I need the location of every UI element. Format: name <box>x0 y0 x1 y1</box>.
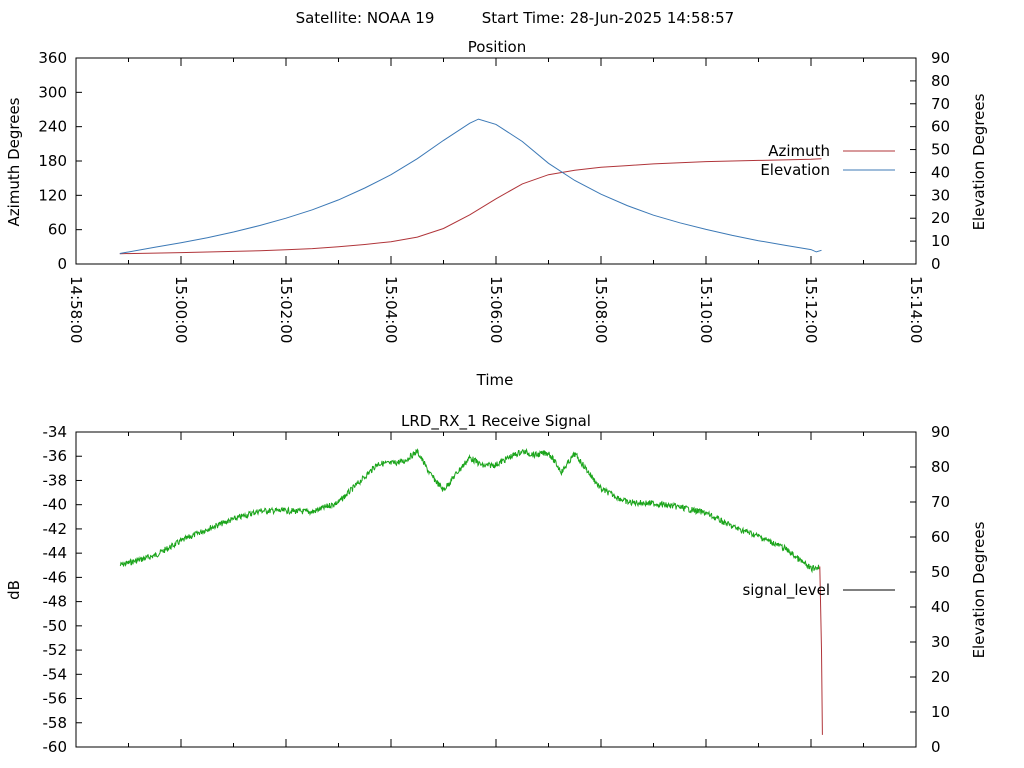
time-tick-label: 15:14:00 <box>907 276 925 343</box>
elevation-axis-label-bottom: Elevation Degrees <box>970 521 988 658</box>
time-tick-label: 15:08:00 <box>592 276 610 343</box>
signal-drop-line <box>819 566 823 735</box>
elevation-tick-label: 0 <box>931 255 941 273</box>
db-axis: -34 -36 -38 -40 -42 -44 -46 -48 -50 -52 -54 -56 -58 -… <box>43 423 82 756</box>
db-tick-label: -60 <box>43 738 68 756</box>
db-tick-label: -40 <box>43 496 68 514</box>
time-axis: 14:58:00 15:00:00 15:02:00 15:04:00 15:06:00… <box>67 58 925 343</box>
elevation-tick-label-bottom: 90 <box>931 423 950 441</box>
start-time-label: Start Time: 28-Jun-2025 14:58:57 <box>482 9 734 27</box>
signal-chart: LRD_RX_1 Receive Signal -34-36-38-40-42-… <box>5 412 988 756</box>
legend-azimuth-label: Azimuth <box>768 142 830 160</box>
elevation-tick-label: 50 <box>931 141 950 159</box>
time-tick-label: 15:02:00 <box>277 276 295 343</box>
elevation-tick-label-bottom: 10 <box>931 703 950 721</box>
db-tick-label: -42 <box>43 520 68 538</box>
elevation-tick-label-bottom: 30 <box>931 633 950 651</box>
azimuth-axis: 0 60 120 180 240 300 360 <box>38 49 82 273</box>
azimuth-series-line <box>119 158 822 255</box>
db-axis-label: dB <box>5 580 23 600</box>
legend-elevation-label: Elevation <box>760 161 830 179</box>
elevation-axis-label-top: Elevation Degrees <box>970 93 988 230</box>
legend-signal-label: signal_level <box>742 581 830 600</box>
time-tick-label: 15:06:00 <box>487 276 505 343</box>
elevation-axis-bottom: 0 10 20 30 40 50 60 70 80 90 <box>910 423 950 756</box>
azimuth-tick-label: 240 <box>38 118 67 136</box>
elevation-tick-label-bottom: 70 <box>931 493 950 511</box>
elevation-tick-label-bottom: 80 <box>931 458 950 476</box>
time-axis-label: Time <box>476 371 514 389</box>
elevation-tick-label: 20 <box>931 209 950 227</box>
time-tick-label: 15:04:00 <box>382 276 400 343</box>
azimuth-tick-label: 120 <box>38 186 67 204</box>
db-tick-label: -58 <box>43 714 68 732</box>
elevation-tick-label: 70 <box>931 95 950 113</box>
satellite-label: Satellite: NOAA 19 <box>296 9 435 27</box>
azimuth-tick-label: 300 <box>38 83 67 101</box>
db-tick-label: -36 <box>43 447 68 465</box>
elevation-tick-label-bottom: 20 <box>931 668 950 686</box>
db-tick-label: -50 <box>43 617 68 635</box>
db-tick-label: -38 <box>43 471 68 489</box>
azimuth-tick-label: 0 <box>57 255 67 273</box>
db-tick-label: -34 <box>43 423 68 441</box>
elevation-tick-label: 90 <box>931 49 950 67</box>
elevation-tick-label: 30 <box>931 186 950 204</box>
elevation-tick-label-bottom: 40 <box>931 598 950 616</box>
elevation-axis: 0 10 20 30 40 50 60 70 80 90 <box>910 49 950 273</box>
azimuth-tick-label: 60 <box>48 221 67 239</box>
time-tick-label: 15:10:00 <box>697 276 715 343</box>
db-tick-label: -44 <box>43 544 68 562</box>
azimuth-axis-label: Azimuth Degrees <box>5 97 23 226</box>
elevation-tick-label-bottom: 60 <box>931 528 950 546</box>
elevation-tick-label-bottom: 50 <box>931 563 950 581</box>
signal-title: LRD_RX_1 Receive Signal <box>401 412 591 431</box>
db-tick-label: -56 <box>43 690 68 708</box>
time-tick-label: 14:58:00 <box>67 276 85 343</box>
elevation-tick-label: 40 <box>931 163 950 181</box>
elevation-tick-label-bottom: 0 <box>931 738 941 756</box>
time-tick-label: 15:12:00 <box>802 276 820 343</box>
signal-level-series-line <box>119 447 820 574</box>
position-chart: Position 0 60 120 180 240 300 360 0 10 20 30 40 50 6… <box>5 38 988 389</box>
time-axis-bottom <box>75 432 917 747</box>
elevation-series-line <box>119 118 822 254</box>
db-tick-label: -48 <box>43 593 68 611</box>
position-title: Position <box>468 38 526 56</box>
azimuth-tick-label: 180 <box>38 152 67 170</box>
azimuth-tick-label: 360 <box>38 49 67 67</box>
db-tick-label: -54 <box>43 665 68 683</box>
elevation-tick-label: 80 <box>931 72 950 90</box>
db-tick-label: -46 <box>43 568 68 586</box>
time-tick-label: 15:00:00 <box>172 276 190 343</box>
db-tick-label: -52 <box>43 641 68 659</box>
elevation-tick-label: 60 <box>931 118 950 136</box>
elevation-tick-label: 10 <box>931 232 950 250</box>
